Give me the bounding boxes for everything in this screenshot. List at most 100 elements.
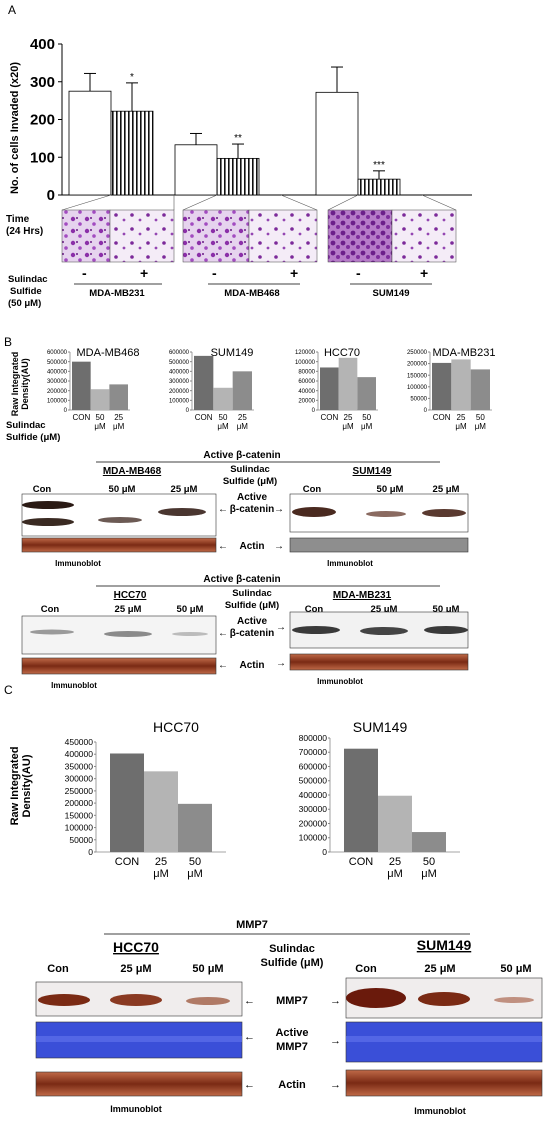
x-tick-label: CON (72, 413, 90, 422)
chart-title: SUM149 (211, 347, 254, 359)
x-tick-label: μM (342, 422, 354, 431)
arrow: → (330, 1079, 341, 1091)
lane-b1l-2: 25 μM (171, 484, 198, 495)
arrow: ← (218, 504, 228, 515)
y-tick-label: 800000 (299, 733, 328, 743)
significance-label: *** (373, 160, 385, 171)
panel-c-chart-0: 0 50000 100000 150000 200000 250000 300000 3500… (65, 719, 226, 880)
arrow: ← (244, 1031, 255, 1043)
immunoblot-c-left: Immunoblot (110, 1104, 162, 1114)
bar (320, 367, 339, 410)
blot-c-cell-right: SUM149 (417, 937, 472, 953)
band (360, 627, 408, 635)
x-tick-label: 25 (457, 413, 466, 422)
blot-b2: Active β-catenin HCC70 MDA-MB231 Sulinda… (21, 574, 469, 690)
y-tick-label: 0 (424, 408, 428, 414)
arrow: ← (244, 1079, 255, 1091)
lane-cl-1: 25 μM (120, 963, 151, 975)
y-tick-label: 100000 (407, 385, 428, 391)
x-tick-label: 25 (114, 413, 123, 422)
y-tick-label: 100000 (65, 823, 94, 833)
arrow: → (276, 658, 286, 669)
active-bcat-label-2: β-catenin (230, 504, 274, 515)
y-tick-label: 200000 (169, 389, 190, 395)
x-tick-label: μM (153, 868, 169, 880)
chart-title: HCC70 (153, 719, 199, 735)
blot-b1-cell-left: MDA-MB468 (103, 466, 162, 477)
b-sulindac-line1: Sulindac (6, 420, 46, 431)
arrow: ← (218, 660, 228, 671)
panel-c-ylabel-line1: Raw Integrated (9, 747, 21, 826)
blot-b1: Active β-catenin MDA-MB468 SUM149 Sulind… (21, 450, 469, 568)
image-zoom-lines (61, 194, 457, 211)
x-tick-label: μM (187, 868, 203, 880)
y-tick-label: 0 (312, 408, 316, 414)
x-tick-label: 50 (219, 413, 228, 422)
arrow: → (330, 995, 341, 1007)
bar (315, 91, 359, 196)
band (22, 518, 74, 526)
lane-b1l-0: Con (33, 484, 52, 495)
image-mda468-con (182, 209, 250, 263)
band (30, 629, 74, 635)
band (346, 988, 406, 1008)
chart-title: HCC70 (324, 347, 360, 359)
blot-b2-cell-left: HCC70 (114, 590, 147, 601)
y-tick-label: 300000 (169, 379, 190, 385)
y-tick-label: 0 (88, 847, 93, 857)
y-tick-label: 400000 (299, 790, 328, 800)
blot-c-sulindac-2: Sulfide (μM) (261, 957, 324, 969)
x-tick-label: CON (195, 413, 213, 422)
x-tick-label: μM (475, 422, 487, 431)
chart-title: MDA-MB468 (77, 347, 140, 359)
lane-cl-2: 50 μM (192, 963, 223, 975)
image-mda468-sulindac (248, 209, 318, 263)
x-tick-label: μM (361, 422, 373, 431)
y-tick-label: 600000 (299, 761, 328, 771)
y-tick-label: 80000 (298, 369, 315, 375)
y-tick-label: 400000 (65, 749, 94, 759)
bar (344, 748, 378, 852)
y-tick-label: 250000 (65, 786, 94, 796)
panel-b-ylabel: Raw Integrated Density(AU) (10, 352, 30, 417)
sulindac-line1: Sulindac (8, 274, 48, 285)
immunoblot-b1-left: Immunoblot (55, 559, 101, 568)
blot-c-title: MMP7 (236, 919, 268, 931)
image-sum149-sulindac (391, 209, 457, 263)
bar (213, 387, 233, 410)
x-tick-label: 50 (189, 856, 201, 868)
y-tick-label: 400000 (47, 369, 68, 375)
time-label-line2: (24 Hrs) (6, 226, 43, 237)
y-tick-label: 500000 (169, 360, 190, 366)
significance-label: ** (234, 133, 242, 144)
band (292, 626, 340, 634)
bar (432, 362, 452, 410)
panel-b-chart-1: 0 100000 200000 300000 400000 500000 600000 CON… (169, 347, 254, 431)
band (38, 994, 90, 1006)
lane-cr-0: Con (355, 963, 377, 975)
y-tick-label: 400 (30, 36, 55, 53)
arrow: → (274, 541, 284, 552)
immunoblot-b2-left: Immunoblot (51, 681, 97, 690)
treat-minus-3: - (356, 265, 361, 281)
x-tick-label: 50 (362, 413, 371, 422)
lane-b2r-2: 50 μM (433, 604, 460, 615)
lane-b1r-1: 50 μM (377, 484, 404, 495)
cell-label-mda231: MDA-MB231 (89, 288, 145, 299)
y-tick-label: 100000 (299, 833, 328, 843)
y-tick-label: 100000 (47, 398, 68, 404)
y-tick-label: 600000 (169, 350, 190, 356)
blot-c: MMP7 HCC70 SUM149 Sulindac Sulfide (μM) … (35, 919, 543, 1116)
blot-b2-sulindac-1: Sulindac (232, 588, 272, 599)
x-tick-label: CON (320, 413, 338, 422)
x-tick-label: 25 (344, 413, 353, 422)
bar (451, 359, 471, 410)
band (494, 997, 534, 1003)
invasion-images (61, 194, 457, 263)
x-tick-label: 25 (155, 856, 167, 868)
bar (174, 144, 218, 196)
lane-b1l-1: 50 μM (109, 484, 136, 495)
sulindac-line2: Sulfide (10, 286, 42, 297)
treat-minus-1: - (82, 265, 87, 281)
